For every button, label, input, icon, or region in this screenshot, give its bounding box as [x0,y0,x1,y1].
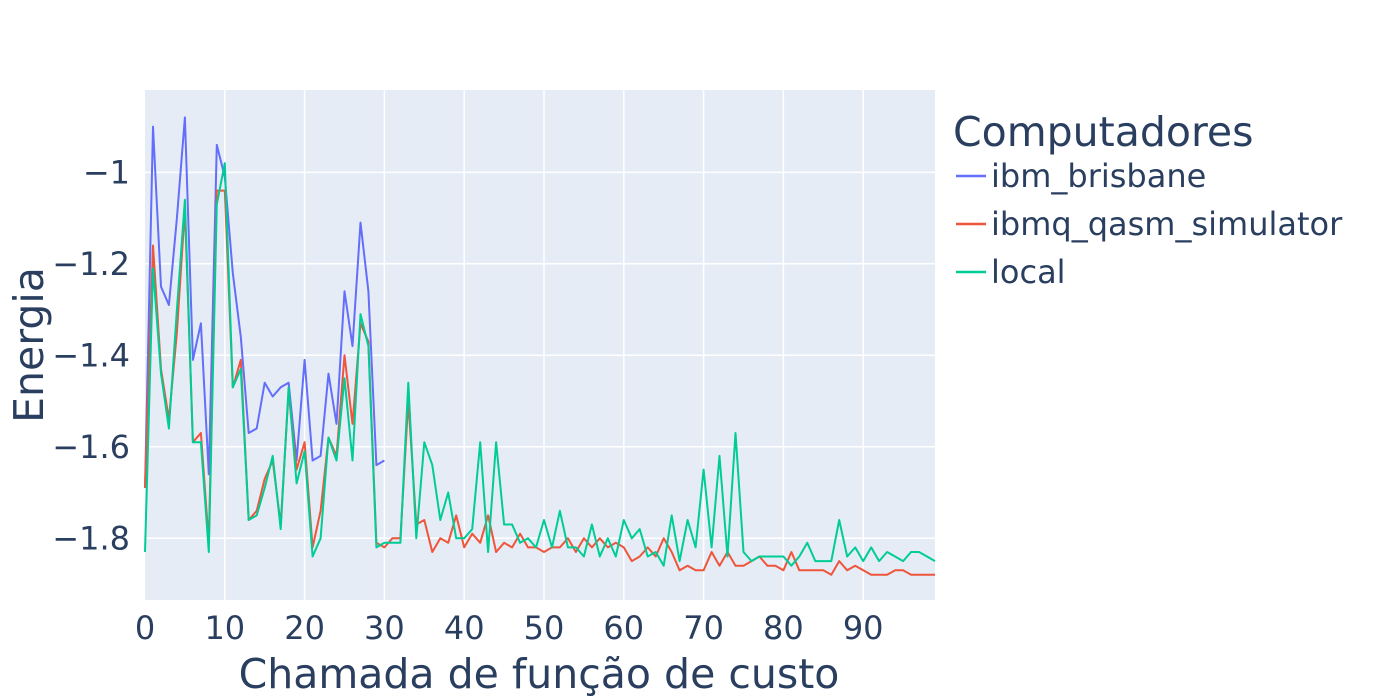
y-tick-label: −1.4 [52,336,130,374]
series-lines [144,116,936,576]
legend-label: local [991,253,1066,291]
x-tick-label: 50 [524,609,565,647]
legend-item-ibmq-qasm-simulator[interactable]: ibmq_qasm_simulator [956,205,1343,243]
x-tick-label: 0 [135,609,155,647]
legend-item-ibm-brisbane[interactable]: ibm_brisbane [956,157,1206,195]
plot-area [145,90,935,600]
legend-label: ibm_brisbane [991,157,1206,195]
y-tick-label: −1.6 [52,428,130,466]
y-tick-label: −1.2 [52,245,130,283]
x-axis-ticks: 0 10 20 30 40 50 60 70 80 90 [135,609,884,647]
x-tick-label: 70 [683,609,724,647]
y-axis-ticks: −1.8 −1.6 −1.4 −1.2 −1 [52,153,130,557]
x-tick-label: 90 [843,609,884,647]
legend[interactable]: Computadores ibm_brisbane ibmq_qasm_simul… [953,108,1343,291]
legend-item-local[interactable]: local [956,253,1066,291]
x-tick-label: 40 [444,609,485,647]
series-line-local [144,162,936,567]
legend-title: Computadores [953,108,1254,156]
y-axis-title: Energia [5,267,53,423]
x-axis-title: Chamada de função de custo [239,650,840,698]
grid [145,90,935,600]
x-tick-label: 30 [364,609,405,647]
y-tick-label: −1 [83,153,130,191]
x-tick-label: 10 [204,609,245,647]
y-tick-label: −1.8 [52,519,130,557]
x-tick-label: 60 [603,609,644,647]
x-tick-label: 20 [284,609,325,647]
x-tick-label: 80 [763,609,804,647]
series-line-ibm-brisbane [144,116,385,488]
legend-label: ibmq_qasm_simulator [991,205,1343,243]
